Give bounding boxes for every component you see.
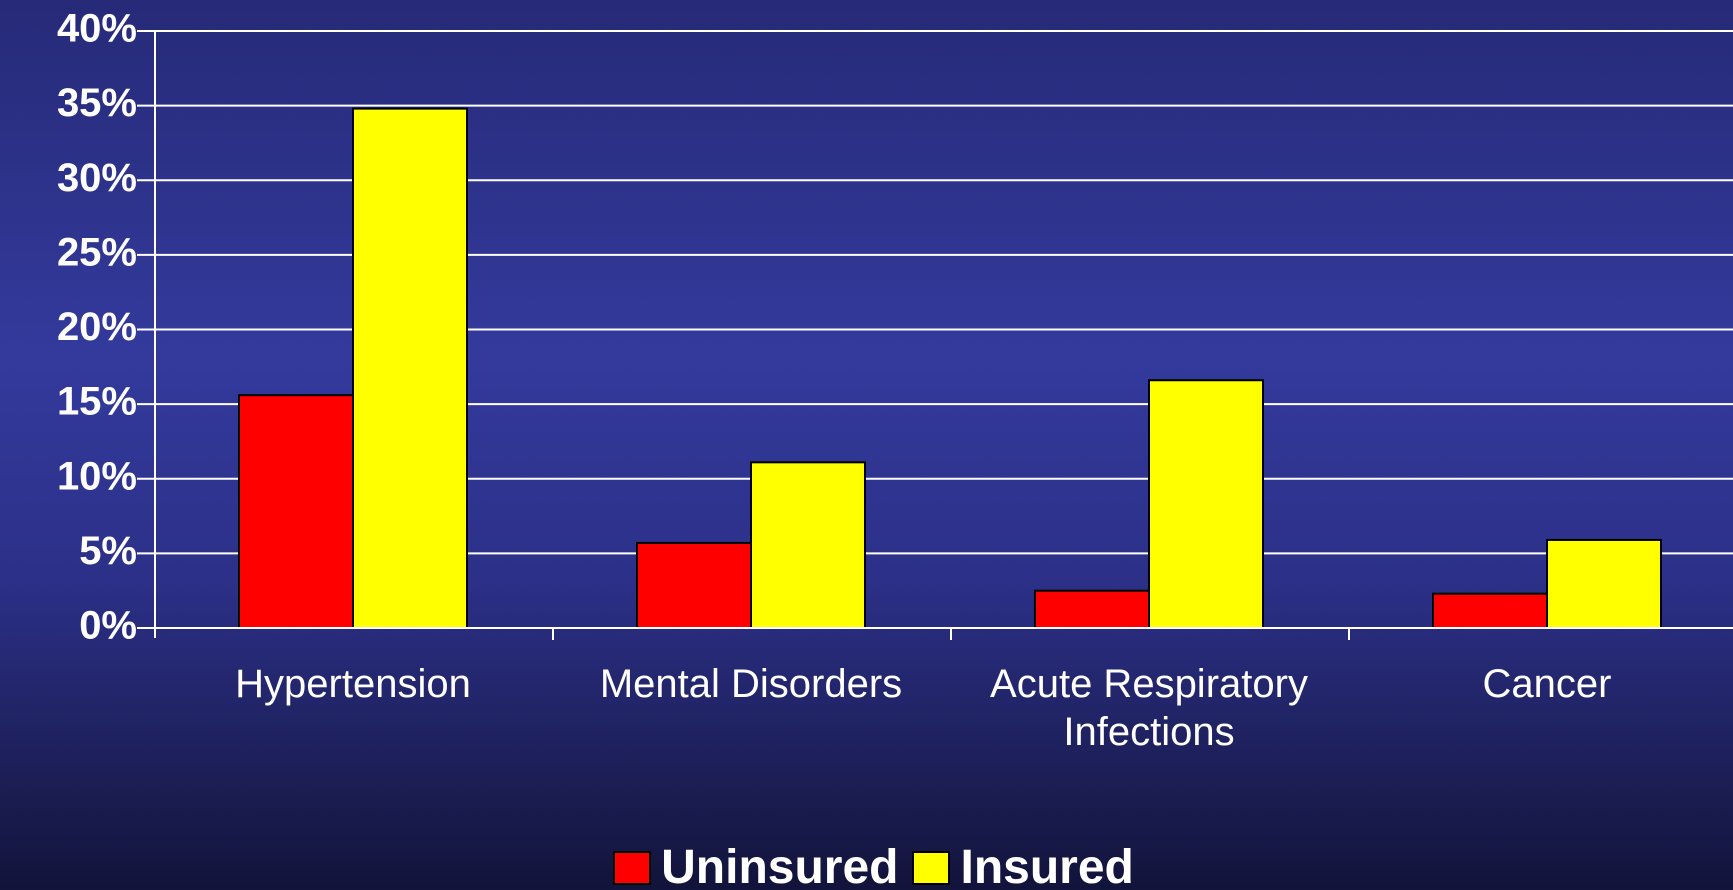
y-tick-label: 20% bbox=[57, 305, 137, 349]
bar bbox=[750, 461, 866, 629]
legend-swatch bbox=[912, 850, 951, 885]
legend-swatch bbox=[613, 850, 652, 885]
y-tick-label: 40% bbox=[57, 7, 137, 51]
y-tick-label: 0% bbox=[79, 604, 137, 648]
bar bbox=[238, 394, 354, 630]
y-tick-label: 25% bbox=[57, 230, 137, 274]
bar bbox=[636, 541, 752, 629]
legend-label: Insured bbox=[960, 841, 1134, 890]
y-tick-label: 5% bbox=[79, 529, 137, 573]
bar bbox=[352, 107, 468, 630]
bar bbox=[1546, 538, 1662, 630]
bar bbox=[1432, 592, 1548, 629]
y-tick-label: 35% bbox=[57, 81, 137, 125]
y-tick-label: 30% bbox=[57, 156, 137, 200]
legend: Uninsured Insured bbox=[0, 840, 1733, 890]
bar bbox=[1034, 589, 1150, 629]
y-tick-label: 15% bbox=[57, 380, 137, 424]
x-tick-label: Hypertension bbox=[235, 662, 471, 706]
y-tick-label: 10% bbox=[57, 454, 137, 498]
x-tick-label: Mental Disorders bbox=[599, 662, 903, 706]
x-tick-label: Acute Respiratory Infections bbox=[990, 662, 1308, 754]
bar bbox=[1148, 379, 1264, 629]
legend-label: Uninsured bbox=[661, 841, 899, 890]
x-tick-label: Cancer bbox=[1482, 662, 1612, 706]
